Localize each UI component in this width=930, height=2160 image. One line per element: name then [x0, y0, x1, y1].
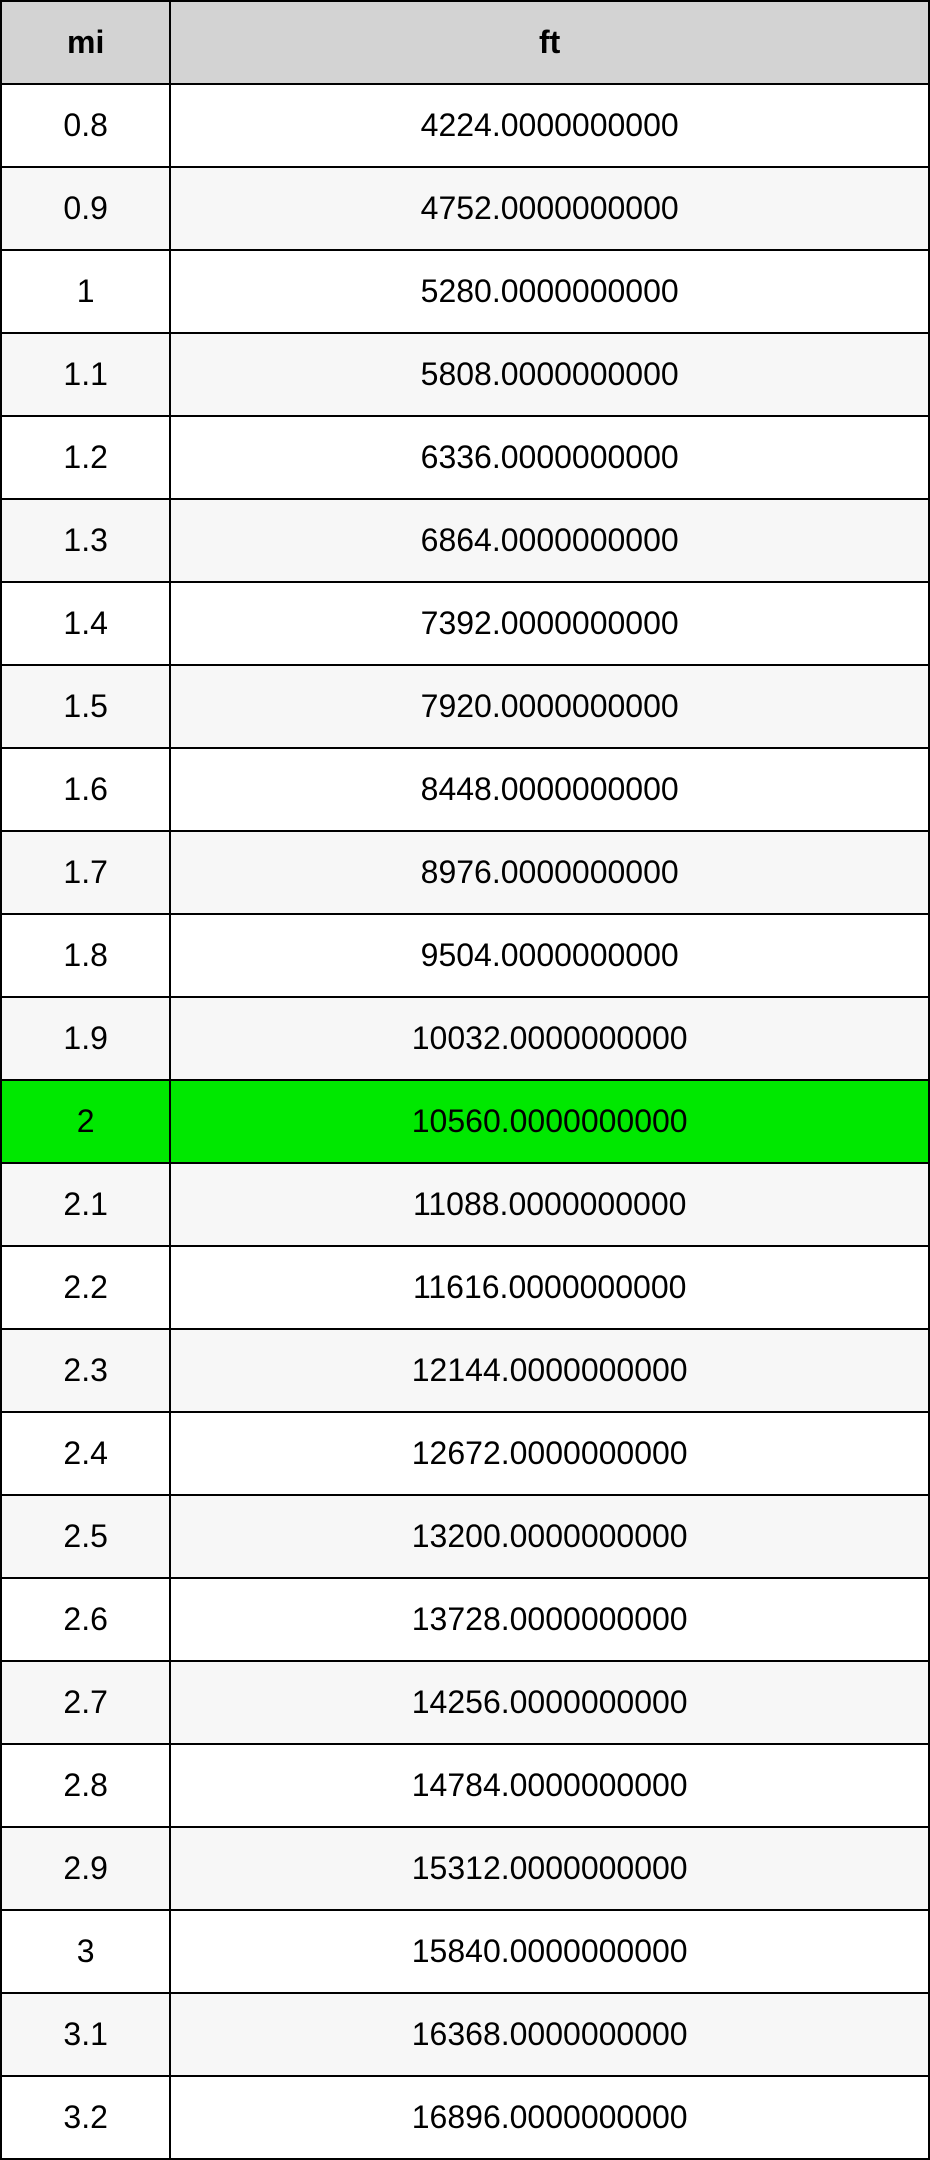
- table-header-row: mi ft: [1, 1, 929, 84]
- cell-ft: 11088.0000000000: [170, 1163, 929, 1246]
- cell-ft: 6336.0000000000: [170, 416, 929, 499]
- table-row: 315840.0000000000: [1, 1910, 929, 1993]
- cell-mi: 2.3: [1, 1329, 170, 1412]
- cell-ft: 12144.0000000000: [170, 1329, 929, 1412]
- column-header-mi: mi: [1, 1, 170, 84]
- cell-ft: 5808.0000000000: [170, 333, 929, 416]
- table-row: 1.68448.0000000000: [1, 748, 929, 831]
- cell-ft: 5280.0000000000: [170, 250, 929, 333]
- cell-ft: 4752.0000000000: [170, 167, 929, 250]
- cell-mi: 2.2: [1, 1246, 170, 1329]
- cell-mi: 2.8: [1, 1744, 170, 1827]
- table-row: 2.111088.0000000000: [1, 1163, 929, 1246]
- cell-mi: 3: [1, 1910, 170, 1993]
- table-row: 1.36864.0000000000: [1, 499, 929, 582]
- cell-mi: 2.4: [1, 1412, 170, 1495]
- cell-mi: 1.6: [1, 748, 170, 831]
- cell-ft: 16368.0000000000: [170, 1993, 929, 2076]
- table-body: 0.84224.00000000000.94752.00000000001528…: [1, 84, 929, 2159]
- cell-ft: 12672.0000000000: [170, 1412, 929, 1495]
- cell-ft: 15312.0000000000: [170, 1827, 929, 1910]
- cell-mi: 3.1: [1, 1993, 170, 2076]
- cell-mi: 2: [1, 1080, 170, 1163]
- cell-mi: 2.6: [1, 1578, 170, 1661]
- cell-ft: 4224.0000000000: [170, 84, 929, 167]
- cell-mi: 0.9: [1, 167, 170, 250]
- table-row: 2.312144.0000000000: [1, 1329, 929, 1412]
- cell-mi: 3.2: [1, 2076, 170, 2159]
- table-row: 2.613728.0000000000: [1, 1578, 929, 1661]
- table-row: 2.915312.0000000000: [1, 1827, 929, 1910]
- table-row: 3.116368.0000000000: [1, 1993, 929, 2076]
- table-row: 1.26336.0000000000: [1, 416, 929, 499]
- table-row: 1.15808.0000000000: [1, 333, 929, 416]
- table-row: 2.814784.0000000000: [1, 1744, 929, 1827]
- cell-ft: 13200.0000000000: [170, 1495, 929, 1578]
- cell-mi: 1.9: [1, 997, 170, 1080]
- cell-ft: 8976.0000000000: [170, 831, 929, 914]
- table-row: 3.216896.0000000000: [1, 2076, 929, 2159]
- cell-mi: 2.5: [1, 1495, 170, 1578]
- cell-ft: 6864.0000000000: [170, 499, 929, 582]
- cell-ft: 10032.0000000000: [170, 997, 929, 1080]
- table-row: 1.910032.0000000000: [1, 997, 929, 1080]
- table-row: 2.412672.0000000000: [1, 1412, 929, 1495]
- cell-mi: 0.8: [1, 84, 170, 167]
- cell-ft: 11616.0000000000: [170, 1246, 929, 1329]
- cell-mi: 1.8: [1, 914, 170, 997]
- table-row: 0.94752.0000000000: [1, 167, 929, 250]
- cell-mi: 1.5: [1, 665, 170, 748]
- table-row: 1.47392.0000000000: [1, 582, 929, 665]
- cell-ft: 15840.0000000000: [170, 1910, 929, 1993]
- cell-mi: 1.2: [1, 416, 170, 499]
- cell-mi: 1.4: [1, 582, 170, 665]
- cell-ft: 7392.0000000000: [170, 582, 929, 665]
- cell-ft: 16896.0000000000: [170, 2076, 929, 2159]
- table-row: 1.78976.0000000000: [1, 831, 929, 914]
- table-row: 210560.0000000000: [1, 1080, 929, 1163]
- cell-mi: 1: [1, 250, 170, 333]
- cell-ft: 13728.0000000000: [170, 1578, 929, 1661]
- table-row: 0.84224.0000000000: [1, 84, 929, 167]
- cell-mi: 1.3: [1, 499, 170, 582]
- cell-mi: 2.1: [1, 1163, 170, 1246]
- table-row: 1.89504.0000000000: [1, 914, 929, 997]
- table-row: 1.57920.0000000000: [1, 665, 929, 748]
- cell-ft: 10560.0000000000: [170, 1080, 929, 1163]
- column-header-ft: ft: [170, 1, 929, 84]
- cell-ft: 7920.0000000000: [170, 665, 929, 748]
- cell-mi: 2.7: [1, 1661, 170, 1744]
- table-row: 15280.0000000000: [1, 250, 929, 333]
- conversion-table: mi ft 0.84224.00000000000.94752.00000000…: [0, 0, 930, 2160]
- table-row: 2.513200.0000000000: [1, 1495, 929, 1578]
- cell-mi: 1.7: [1, 831, 170, 914]
- table-row: 2.714256.0000000000: [1, 1661, 929, 1744]
- table-row: 2.211616.0000000000: [1, 1246, 929, 1329]
- cell-ft: 8448.0000000000: [170, 748, 929, 831]
- cell-mi: 1.1: [1, 333, 170, 416]
- cell-ft: 9504.0000000000: [170, 914, 929, 997]
- cell-ft: 14784.0000000000: [170, 1744, 929, 1827]
- cell-mi: 2.9: [1, 1827, 170, 1910]
- cell-ft: 14256.0000000000: [170, 1661, 929, 1744]
